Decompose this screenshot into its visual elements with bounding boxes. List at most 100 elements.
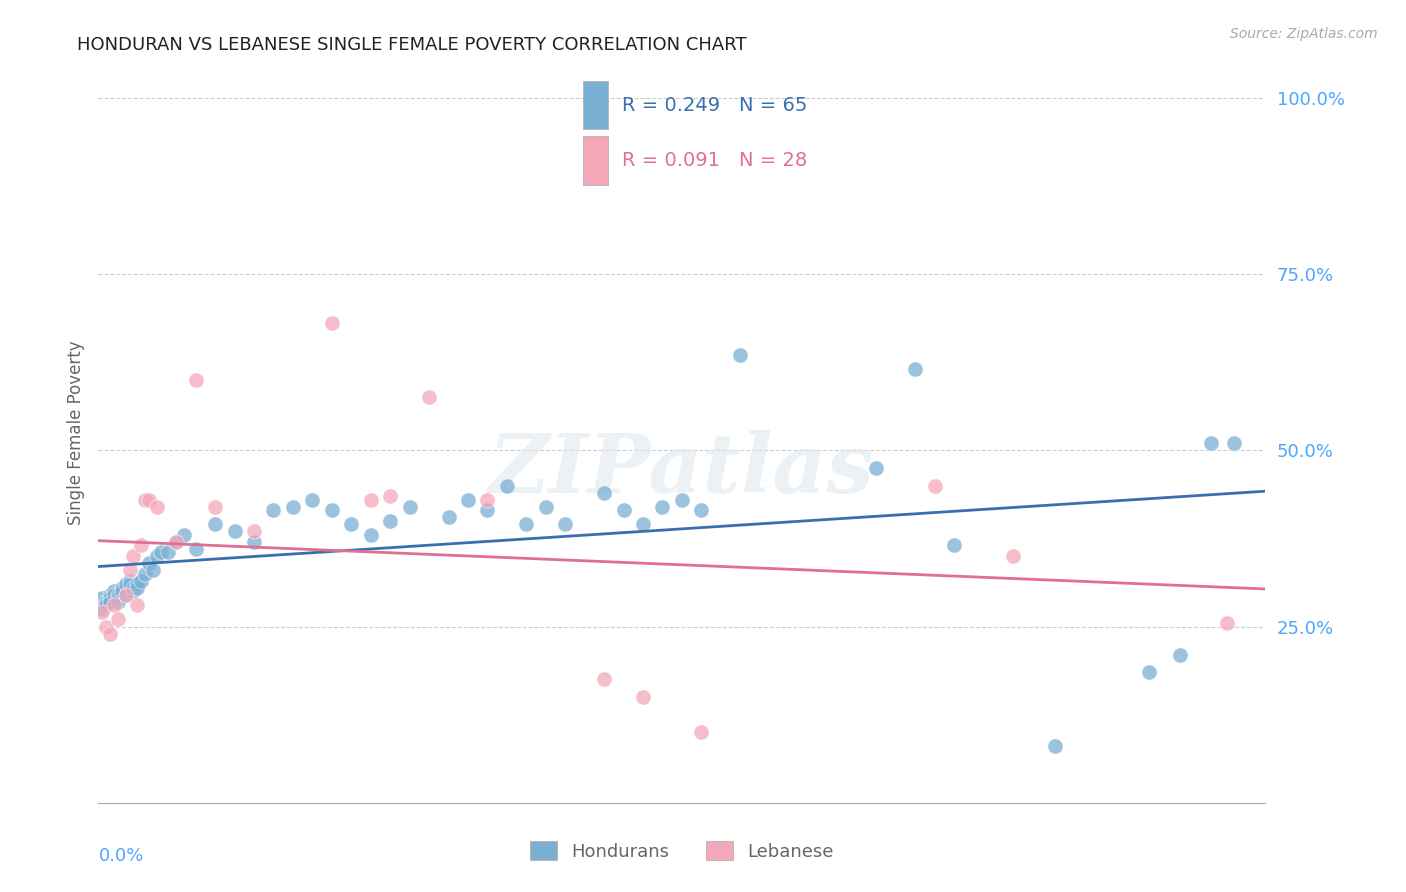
Point (98, 591, 121, 606)
Point (96, 619, 118, 633)
Point (243, 535, 266, 549)
Point (127, 599, 149, 613)
Point (118, 574, 141, 588)
FancyBboxPatch shape (582, 136, 609, 185)
Text: 0.0%: 0.0% (98, 847, 143, 865)
Point (243, 524, 266, 539)
Point (943, 538, 966, 552)
Point (165, 535, 187, 549)
Point (1168, 648, 1191, 662)
Point (321, 316, 343, 330)
Point (262, 503, 284, 517)
Text: R = 0.249: R = 0.249 (623, 95, 720, 114)
Point (204, 517, 226, 532)
Point (103, 599, 125, 613)
Point (103, 588, 125, 602)
Point (91, 602, 114, 616)
Point (1199, 436, 1222, 450)
Point (96, 595, 118, 609)
Point (91, 606, 114, 620)
Text: HONDURAN VS LEBANESE SINGLE FEMALE POVERTY CORRELATION CHART: HONDURAN VS LEBANESE SINGLE FEMALE POVER… (77, 36, 747, 54)
Point (593, 673, 616, 687)
Text: ZIPatlas: ZIPatlas (489, 430, 875, 509)
Point (730, 348, 752, 362)
Point (360, 492, 382, 507)
Point (904, 362, 927, 376)
Point (122, 584, 145, 599)
Point (107, 588, 129, 602)
Point (457, 492, 479, 507)
Point (107, 595, 129, 609)
Point (1215, 615, 1237, 630)
Point (924, 478, 946, 492)
Point (534, 500, 557, 514)
Point (146, 500, 169, 514)
Point (118, 563, 141, 577)
Point (671, 492, 693, 507)
Point (204, 500, 226, 514)
Point (134, 566, 156, 581)
Y-axis label: Single Female Poverty: Single Female Poverty (66, 341, 84, 524)
Point (398, 500, 420, 514)
Point (554, 517, 576, 532)
Point (360, 528, 382, 542)
Point (138, 492, 160, 507)
Point (157, 545, 180, 559)
Point (865, 461, 887, 475)
Text: N = 28: N = 28 (740, 151, 807, 170)
Point (321, 503, 343, 517)
Point (98, 626, 121, 640)
Point (1223, 436, 1246, 450)
Legend: Hondurans, Lebanese: Hondurans, Lebanese (523, 834, 841, 868)
Point (142, 563, 165, 577)
Point (165, 535, 187, 549)
Point (184, 373, 207, 387)
Point (127, 577, 149, 591)
Point (631, 517, 654, 532)
Point (111, 584, 134, 599)
Point (138, 556, 160, 570)
Text: R = 0.091: R = 0.091 (623, 151, 720, 170)
Point (127, 581, 149, 595)
Point (1045, 739, 1067, 754)
Point (122, 549, 145, 563)
Point (380, 489, 402, 503)
Point (114, 577, 136, 591)
Point (281, 500, 304, 514)
Point (631, 690, 654, 704)
Point (477, 492, 499, 507)
Point (437, 510, 460, 524)
Point (96, 599, 118, 613)
Point (122, 581, 145, 595)
FancyBboxPatch shape (582, 81, 609, 129)
Point (690, 725, 713, 739)
Point (301, 492, 323, 507)
Point (114, 588, 136, 602)
Point (173, 528, 195, 542)
Point (613, 503, 636, 517)
Point (1137, 665, 1160, 680)
Point (380, 514, 402, 528)
Point (496, 478, 519, 492)
Point (1001, 549, 1024, 563)
Point (98, 595, 121, 609)
Point (149, 545, 172, 559)
Point (91, 591, 114, 606)
Point (340, 517, 363, 532)
Point (103, 584, 125, 599)
Point (134, 492, 156, 507)
Point (114, 588, 136, 602)
Point (118, 577, 141, 591)
Point (651, 500, 673, 514)
Point (129, 574, 152, 588)
Point (111, 581, 134, 595)
Point (184, 541, 207, 556)
Point (477, 503, 499, 517)
Point (146, 549, 169, 563)
Point (224, 524, 246, 539)
Text: N = 65: N = 65 (740, 95, 807, 114)
Point (418, 390, 440, 404)
Point (107, 591, 129, 606)
Point (98, 588, 121, 602)
Point (129, 538, 152, 552)
